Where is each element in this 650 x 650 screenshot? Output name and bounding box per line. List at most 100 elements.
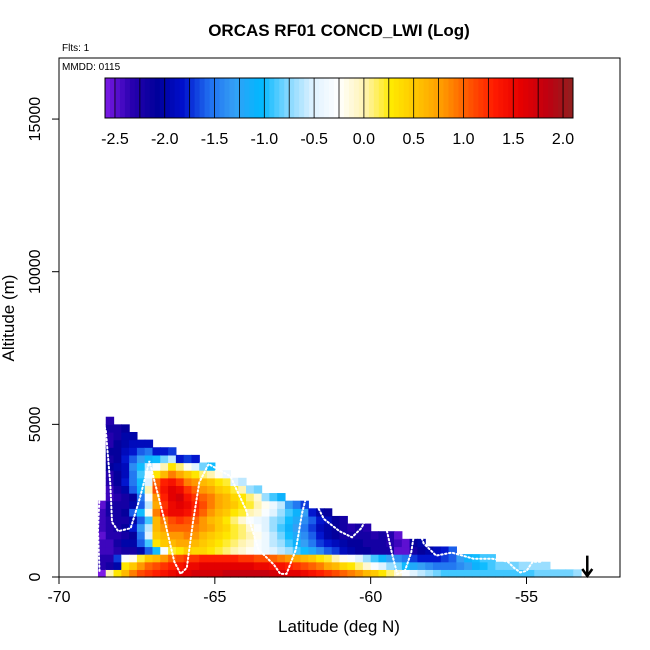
heatmap-cell bbox=[440, 554, 450, 563]
heatmap-cell bbox=[175, 485, 185, 494]
heatmap-cell bbox=[238, 508, 247, 517]
heatmap-cell bbox=[97, 531, 107, 540]
heatmap-cell bbox=[440, 546, 450, 555]
colorbar-swatch bbox=[144, 78, 151, 118]
heatmap-cell bbox=[526, 569, 535, 578]
heatmap-cell bbox=[238, 500, 247, 509]
heatmap-cell bbox=[253, 500, 263, 509]
heatmap-cell bbox=[152, 470, 161, 479]
heatmap-cell bbox=[113, 569, 122, 578]
heatmap-cell bbox=[440, 569, 450, 578]
colorbar-swatch bbox=[309, 78, 315, 118]
colorbar-swatch bbox=[279, 78, 285, 118]
heatmap-cell bbox=[97, 500, 107, 509]
heatmap-cell bbox=[113, 546, 122, 555]
heatmap-cell bbox=[238, 485, 247, 494]
heatmap-cell bbox=[425, 561, 434, 570]
heatmap-cell bbox=[510, 561, 520, 570]
heatmap-cell bbox=[300, 554, 309, 563]
heatmap-cell bbox=[433, 554, 442, 563]
heatmap-cell bbox=[144, 454, 154, 464]
heatmap-cell bbox=[144, 515, 154, 525]
heatmap-cell bbox=[129, 462, 138, 471]
heatmap-cell bbox=[129, 493, 138, 502]
heatmap-cell bbox=[144, 554, 154, 563]
heatmap-cell bbox=[129, 554, 138, 563]
heatmap-cell bbox=[284, 531, 294, 540]
heatmap-cell bbox=[191, 569, 200, 578]
heatmap-cell bbox=[409, 546, 419, 555]
heatmap-cell bbox=[183, 500, 193, 509]
heatmap-cell bbox=[495, 569, 504, 578]
heatmap-cell bbox=[261, 538, 270, 548]
heatmap-cell bbox=[136, 500, 146, 509]
heatmap-cell bbox=[191, 462, 200, 471]
heatmap-cell bbox=[230, 500, 239, 509]
heatmap-cell bbox=[144, 508, 154, 517]
heatmap-cell bbox=[214, 546, 224, 555]
heatmap-cell bbox=[339, 569, 348, 578]
heatmap-cell bbox=[433, 561, 442, 570]
heatmap-cell bbox=[136, 515, 146, 525]
heatmap-cell bbox=[199, 493, 208, 502]
heatmap-cell bbox=[136, 462, 146, 471]
heatmap-cell bbox=[308, 561, 317, 570]
heatmap-cell bbox=[456, 569, 465, 578]
colorbar-swatch bbox=[334, 78, 340, 118]
heatmap-cell bbox=[253, 554, 263, 563]
heatmap-cell bbox=[113, 447, 122, 456]
heatmap-cell bbox=[238, 546, 247, 555]
colorbar-swatch bbox=[169, 78, 176, 118]
heatmap-cell bbox=[246, 500, 255, 509]
heatmap-cell bbox=[316, 531, 325, 540]
colorbar-swatch bbox=[149, 78, 156, 118]
heatmap-cell bbox=[168, 493, 177, 502]
colorbar-tick-label: -2.5 bbox=[101, 131, 129, 148]
heatmap-cell bbox=[160, 523, 169, 532]
heatmap-cell bbox=[175, 538, 185, 548]
heatmap-cell bbox=[207, 477, 216, 487]
heatmap-cell bbox=[168, 569, 177, 578]
heatmap-cell bbox=[222, 538, 232, 548]
heatmap-cell bbox=[331, 554, 341, 563]
heatmap-cell bbox=[277, 531, 286, 540]
colorbar-swatch bbox=[174, 78, 181, 118]
heatmap-cell bbox=[97, 546, 107, 555]
heatmap-cell bbox=[160, 462, 169, 471]
heatmap-cell bbox=[277, 515, 286, 525]
heatmap-cell bbox=[113, 523, 122, 532]
heatmap-cell bbox=[105, 454, 115, 464]
heatmap-cell bbox=[253, 561, 263, 570]
heatmap-cell bbox=[105, 538, 115, 548]
heatmap-cell bbox=[175, 561, 185, 570]
colorbar: -2.5 -2.0 -1.5 -1.0 -0.5 0.0 0.5 1.0 1.5 2.0 bbox=[101, 77, 574, 148]
heatmap-cell bbox=[199, 508, 208, 517]
heatmap-cell bbox=[246, 485, 255, 494]
heatmap-cell bbox=[238, 569, 247, 578]
heatmap-cell bbox=[191, 561, 200, 570]
heatmap-cell bbox=[479, 561, 489, 570]
heatmap-cell bbox=[503, 569, 512, 578]
colorbar-swatch bbox=[124, 78, 131, 118]
heatmap-cell bbox=[222, 569, 232, 578]
heatmap-cell bbox=[456, 554, 465, 563]
heatmap-cell bbox=[113, 508, 122, 517]
heatmap-cell bbox=[238, 523, 247, 532]
heatmap-cell bbox=[191, 470, 200, 479]
heatmap-cell bbox=[113, 470, 122, 479]
colorbar-swatch bbox=[164, 78, 171, 118]
heatmap-cell bbox=[394, 546, 403, 555]
heatmap-cell bbox=[152, 515, 161, 525]
heatmap-cell bbox=[214, 561, 224, 570]
heatmap-cell bbox=[323, 569, 333, 578]
heatmap-cell bbox=[168, 500, 177, 509]
colorbar-swatch bbox=[284, 78, 290, 118]
colorbar-swatch bbox=[269, 78, 275, 118]
heatmap-cell bbox=[284, 569, 294, 578]
heatmap-cell bbox=[284, 515, 294, 525]
chart-title: ORCAS RF01 CONCD_LWI (Log) bbox=[208, 21, 470, 40]
colorbar-swatch bbox=[249, 78, 255, 118]
heatmap-cell bbox=[261, 561, 270, 570]
heatmap-cell bbox=[175, 470, 185, 479]
heatmap-cell bbox=[144, 538, 154, 548]
